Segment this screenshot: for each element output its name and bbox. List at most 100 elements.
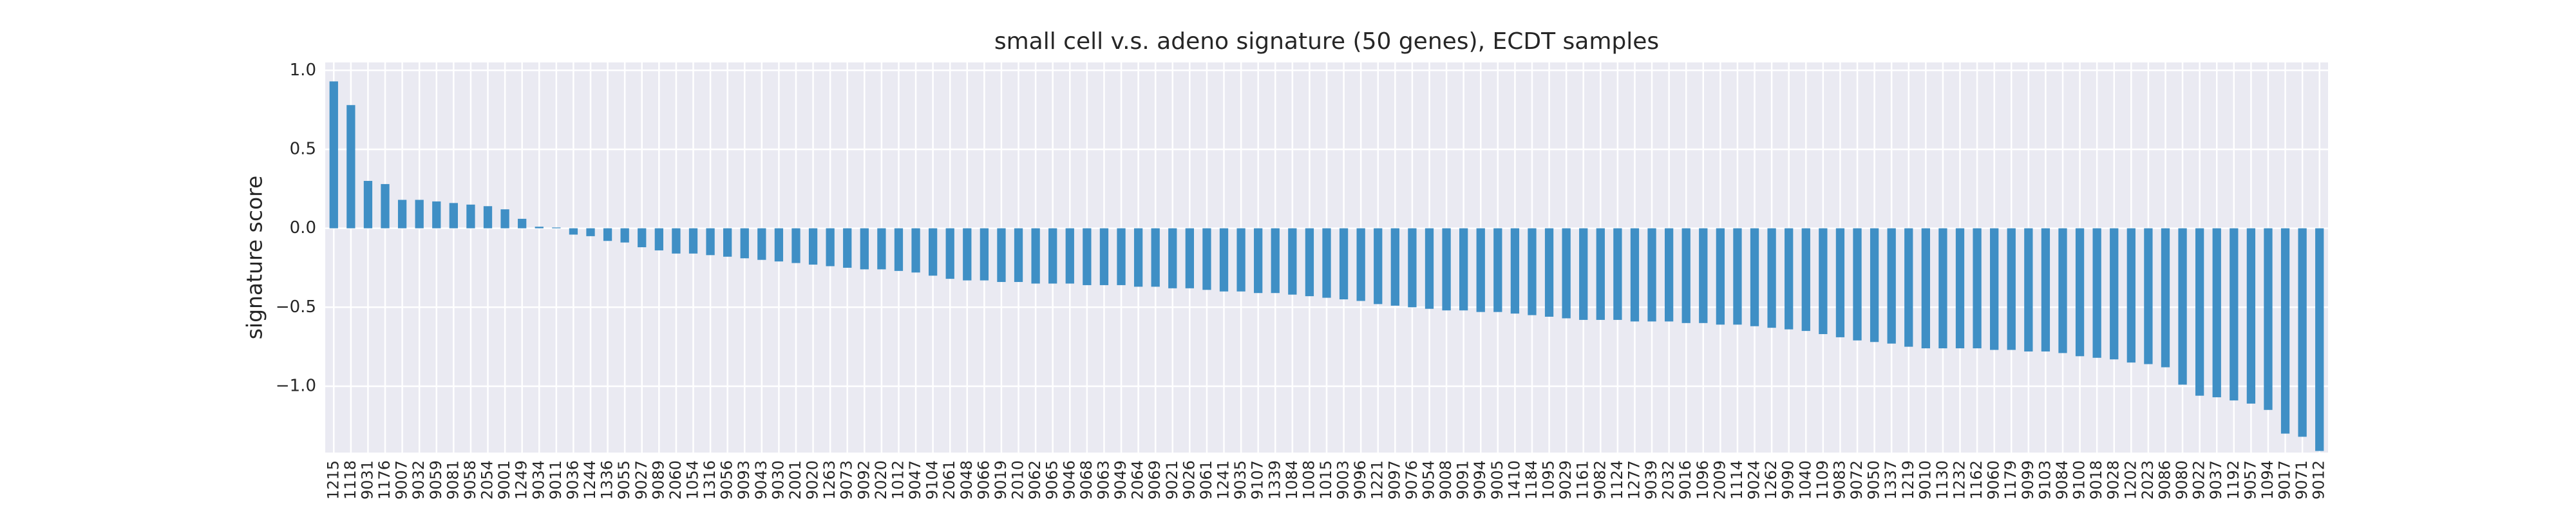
x-tick-label: 1184 (1522, 460, 1540, 500)
bar (1681, 228, 1690, 323)
x-tick-label: 9019 (992, 460, 1010, 500)
x-tick-label: 9022 (2190, 460, 2208, 500)
x-tick-label: 1262 (1762, 460, 1780, 500)
bar (2110, 228, 2119, 360)
x-tick-label: 2060 (667, 460, 685, 500)
x-tick-label: 9091 (1454, 460, 1472, 500)
bar (2092, 228, 2101, 358)
x-tick-label: 9080 (2173, 460, 2191, 500)
bar (2075, 228, 2085, 357)
bar (1374, 228, 1383, 304)
x-tick-label: 1336 (598, 460, 616, 500)
x-tick-label: 1109 (1814, 460, 1832, 500)
x-tick-label: 9086 (2155, 460, 2174, 500)
x-tick-label: 9020 (804, 460, 822, 500)
x-tick-label: 9031 (358, 460, 376, 500)
bar (2041, 228, 2050, 351)
x-tick-label: 9073 (838, 460, 856, 500)
bar (1990, 228, 1999, 350)
x-tick-label: 1162 (1967, 460, 1985, 500)
bar (1630, 228, 1640, 322)
bar (500, 209, 509, 229)
bar (706, 228, 715, 256)
bar (1613, 228, 1622, 320)
bar (466, 204, 475, 229)
x-tick-label: 1118 (341, 460, 359, 500)
bar (723, 228, 732, 257)
x-tick-label: 1040 (1796, 460, 1814, 500)
bar (1048, 228, 1057, 284)
bar (826, 228, 835, 267)
bar (1442, 228, 1451, 311)
bar (2246, 228, 2256, 404)
x-tick-label: 1339 (1265, 460, 1283, 500)
bar (860, 228, 869, 270)
bar (1973, 228, 1982, 349)
bar (928, 228, 938, 276)
bar (1785, 228, 1794, 330)
bar (791, 228, 800, 263)
bar (963, 228, 972, 281)
x-tick-label: 1277 (1625, 460, 1643, 500)
bar (1288, 228, 1297, 295)
x-tick-label: 9039 (1642, 460, 1660, 500)
bar (1322, 228, 1331, 298)
x-tick-label: 1244 (581, 460, 599, 500)
x-tick-label: 9036 (564, 460, 582, 500)
x-tick-label: 1096 (1694, 460, 1712, 500)
x-tick-label: 9100 (2070, 460, 2088, 500)
bar (1219, 228, 1229, 292)
x-tick-label: 9035 (1231, 460, 1249, 500)
bar (1236, 228, 1245, 292)
x-tick-label: 9049 (1112, 460, 1130, 500)
x-tick-label: 9048 (958, 460, 976, 500)
bar (1065, 228, 1074, 284)
x-tick-label: 9032 (410, 460, 428, 500)
x-tick-label: 2010 (1009, 460, 1027, 500)
bar (638, 228, 647, 248)
x-tick-label: 1084 (1283, 460, 1301, 500)
x-tick-label: 1176 (375, 460, 393, 500)
x-tick-label: 9018 (2087, 460, 2105, 500)
x-tick-label: 2009 (1710, 460, 1728, 500)
x-tick-label: 9029 (1557, 460, 1575, 500)
x-tick-label: 2032 (1660, 460, 1678, 500)
x-tick-label: 2001 (786, 460, 804, 500)
x-tick-label: 9096 (1351, 460, 1369, 500)
x-tick-label: 9008 (1437, 460, 1455, 500)
x-tick-label: 1095 (1540, 460, 1558, 500)
bar (877, 228, 886, 270)
x-tick-label: 9003 (1334, 460, 1352, 500)
x-tick-label: 1015 (1317, 460, 1335, 500)
bar (518, 218, 527, 229)
x-tick-label: 9065 (1043, 460, 1061, 500)
x-tick-label: 9017 (2276, 460, 2294, 500)
bar (2024, 228, 2033, 351)
x-tick-label: 1219 (1899, 460, 1917, 500)
bar (1339, 228, 1349, 300)
x-tick-label: 9107 (1249, 460, 1267, 500)
bar (1528, 228, 1537, 315)
x-tick-label: 9090 (1779, 460, 1797, 500)
bar (569, 228, 578, 235)
bar (1133, 228, 1143, 287)
x-tick-label: 9011 (547, 460, 565, 500)
bar (1647, 228, 1656, 322)
bar (774, 228, 784, 262)
bar (688, 228, 698, 254)
y-tick-label: 0.0 (290, 218, 316, 238)
x-tick-label: 9103 (2036, 460, 2054, 500)
bar (1955, 228, 1965, 349)
x-tick-label: 9024 (1745, 460, 1763, 500)
bar (2298, 228, 2307, 437)
bar (1476, 228, 1485, 312)
bar (2178, 228, 2187, 385)
bar (2058, 228, 2067, 353)
x-tick-label: 1130 (1933, 460, 1951, 500)
bar (2195, 228, 2204, 396)
bar (1921, 228, 1930, 349)
x-tick-label: 9084 (2053, 460, 2071, 500)
bar (1716, 228, 1725, 325)
bar (1425, 228, 1434, 309)
x-tick-label: 9081 (444, 460, 462, 500)
